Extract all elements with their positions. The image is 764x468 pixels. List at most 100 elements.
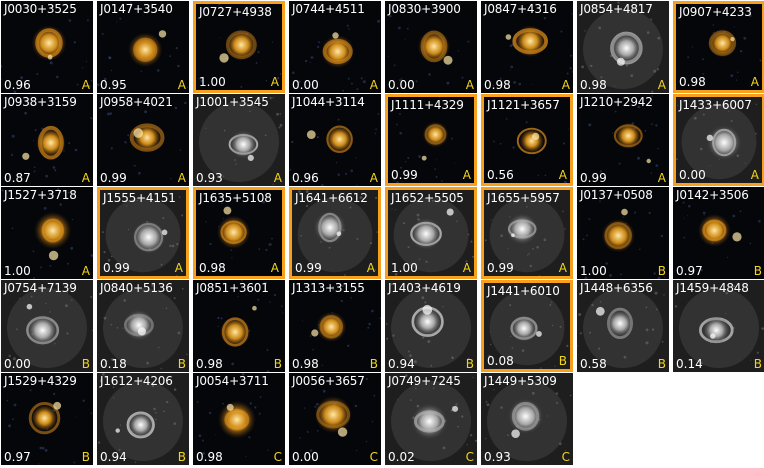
cutout-image: [673, 280, 764, 372]
cutout-image: [289, 1, 381, 93]
candidate-score: 0.18: [100, 357, 127, 371]
candidate-score: 0.93: [484, 450, 511, 464]
candidate-name: J0056+3657: [292, 374, 365, 388]
candidate-name: J1529+4329: [4, 374, 77, 388]
candidate-grade: C: [561, 450, 570, 464]
candidate-score: 1.00: [4, 264, 31, 278]
candidate-score: 0.98: [679, 75, 706, 89]
candidate-score: 0.87: [4, 171, 31, 185]
candidate-name: J0754+7139: [4, 281, 77, 295]
candidate-grade: A: [657, 171, 666, 185]
cutout-image: [481, 373, 573, 465]
candidate-grade: A: [561, 78, 570, 92]
lens-tile: J0030+3525 0.96 A: [1, 1, 93, 93]
candidate-name: J0907+4233: [679, 5, 752, 19]
candidate-name: J0142+3506: [676, 188, 749, 202]
candidate-name: J0744+4511: [292, 2, 365, 16]
candidate-name: J1527+3718: [4, 188, 77, 202]
cutout-image: [1, 187, 93, 279]
lens-tile: J1403+4619 0.94 B: [385, 280, 477, 372]
candidate-grade: A: [750, 75, 759, 89]
candidate-grade: B: [177, 357, 186, 371]
candidate-name: J0851+3601: [196, 281, 269, 295]
candidate-name: J1641+6612: [295, 191, 368, 205]
candidate-name: J1210+2942: [580, 95, 653, 109]
candidate-grade: B: [753, 357, 762, 371]
candidate-name: J1449+5309: [484, 374, 557, 388]
candidate-grade: B: [81, 357, 90, 371]
lens-tile: J0958+4021 0.99 A: [97, 94, 189, 186]
lens-tile: J0840+5136 0.18 B: [97, 280, 189, 372]
lens-tile: J0754+7139 0.00 B: [1, 280, 93, 372]
cutout-image: [193, 94, 285, 186]
candidate-name: J0054+3711: [196, 374, 269, 388]
candidate-grade: C: [369, 450, 378, 464]
cutout-image: [1, 94, 93, 186]
candidate-grade: B: [753, 264, 762, 278]
candidate-grade: A: [81, 78, 90, 92]
cutout-image: [577, 94, 669, 186]
lens-tile: J0054+3711 0.98 C: [193, 373, 285, 465]
cutout-image: [289, 280, 381, 372]
candidate-grade: A: [369, 171, 378, 185]
lens-tile: J1459+4848 0.14 B: [673, 280, 764, 372]
candidate-grade: A: [558, 168, 567, 182]
cutout-image: [97, 94, 189, 186]
lens-tile: J1655+5957 0.99 A: [481, 187, 573, 279]
candidate-grade: C: [465, 450, 474, 464]
candidate-grade: B: [657, 264, 666, 278]
candidate-grade: A: [177, 78, 186, 92]
lens-tile: J1448+6356 0.58 B: [577, 280, 669, 372]
candidate-score: 0.02: [388, 450, 415, 464]
lens-tile: J1652+5505 1.00 A: [385, 187, 477, 279]
cutout-image: [385, 280, 477, 372]
lens-tile: J1635+5108 0.98 A: [193, 187, 285, 279]
candidate-name: J0938+3159: [4, 95, 77, 109]
candidate-name: J1635+5108: [199, 191, 272, 205]
candidate-score: 0.93: [196, 171, 223, 185]
candidate-name: J1612+4206: [100, 374, 173, 388]
candidate-grade: A: [369, 78, 378, 92]
candidate-score: 0.00: [292, 78, 319, 92]
lens-tile: J0847+4316 0.98 A: [481, 1, 573, 93]
candidate-grade: B: [273, 357, 282, 371]
cutout-image: [484, 190, 570, 276]
candidate-score: 0.99: [103, 261, 130, 275]
candidate-grade: A: [462, 261, 471, 275]
lens-tile: J1121+3657 0.56 A: [481, 94, 573, 186]
candidate-score: 0.00: [292, 450, 319, 464]
lens-tile: J1449+5309 0.93 C: [481, 373, 573, 465]
lens-tile: J0142+3506 0.97 B: [673, 187, 764, 279]
candidate-score: 0.58: [580, 357, 607, 371]
cutout-image: [577, 280, 669, 372]
cutout-image: [1, 1, 93, 93]
candidate-score: 1.00: [391, 261, 418, 275]
candidate-grade: B: [81, 450, 90, 464]
candidate-name: J0847+4316: [484, 2, 557, 16]
candidate-score: 0.95: [100, 78, 127, 92]
candidate-grade: B: [465, 357, 474, 371]
candidate-grade: A: [270, 261, 279, 275]
candidate-name: J1652+5505: [391, 191, 464, 205]
candidate-name: J1111+4329: [391, 98, 464, 112]
cutout-image: [577, 187, 669, 279]
lens-tile: J0727+4938 1.00 A: [193, 1, 285, 93]
candidate-score: 0.97: [4, 450, 31, 464]
candidate-grade: A: [465, 78, 474, 92]
candidate-name: J1313+3155: [292, 281, 365, 295]
candidate-name: J0854+4817: [580, 2, 653, 16]
candidate-grade: B: [177, 450, 186, 464]
lens-tile: J0749+7245 0.02 C: [385, 373, 477, 465]
lens-tile: J1529+4329 0.97 B: [1, 373, 93, 465]
candidate-name: J1441+6010: [487, 284, 560, 298]
lens-tile: J1210+2942 0.99 A: [577, 94, 669, 186]
lens-tile: J0851+3601 0.98 B: [193, 280, 285, 372]
candidate-name: J1459+4848: [676, 281, 749, 295]
candidate-score: 0.00: [4, 357, 31, 371]
candidate-score: 0.56: [487, 168, 514, 182]
candidate-score: 0.99: [580, 171, 607, 185]
candidate-score: 0.98: [196, 357, 223, 371]
candidate-name: J0147+3540: [100, 2, 173, 16]
candidate-grade: A: [174, 261, 183, 275]
candidate-score: 1.00: [580, 264, 607, 278]
